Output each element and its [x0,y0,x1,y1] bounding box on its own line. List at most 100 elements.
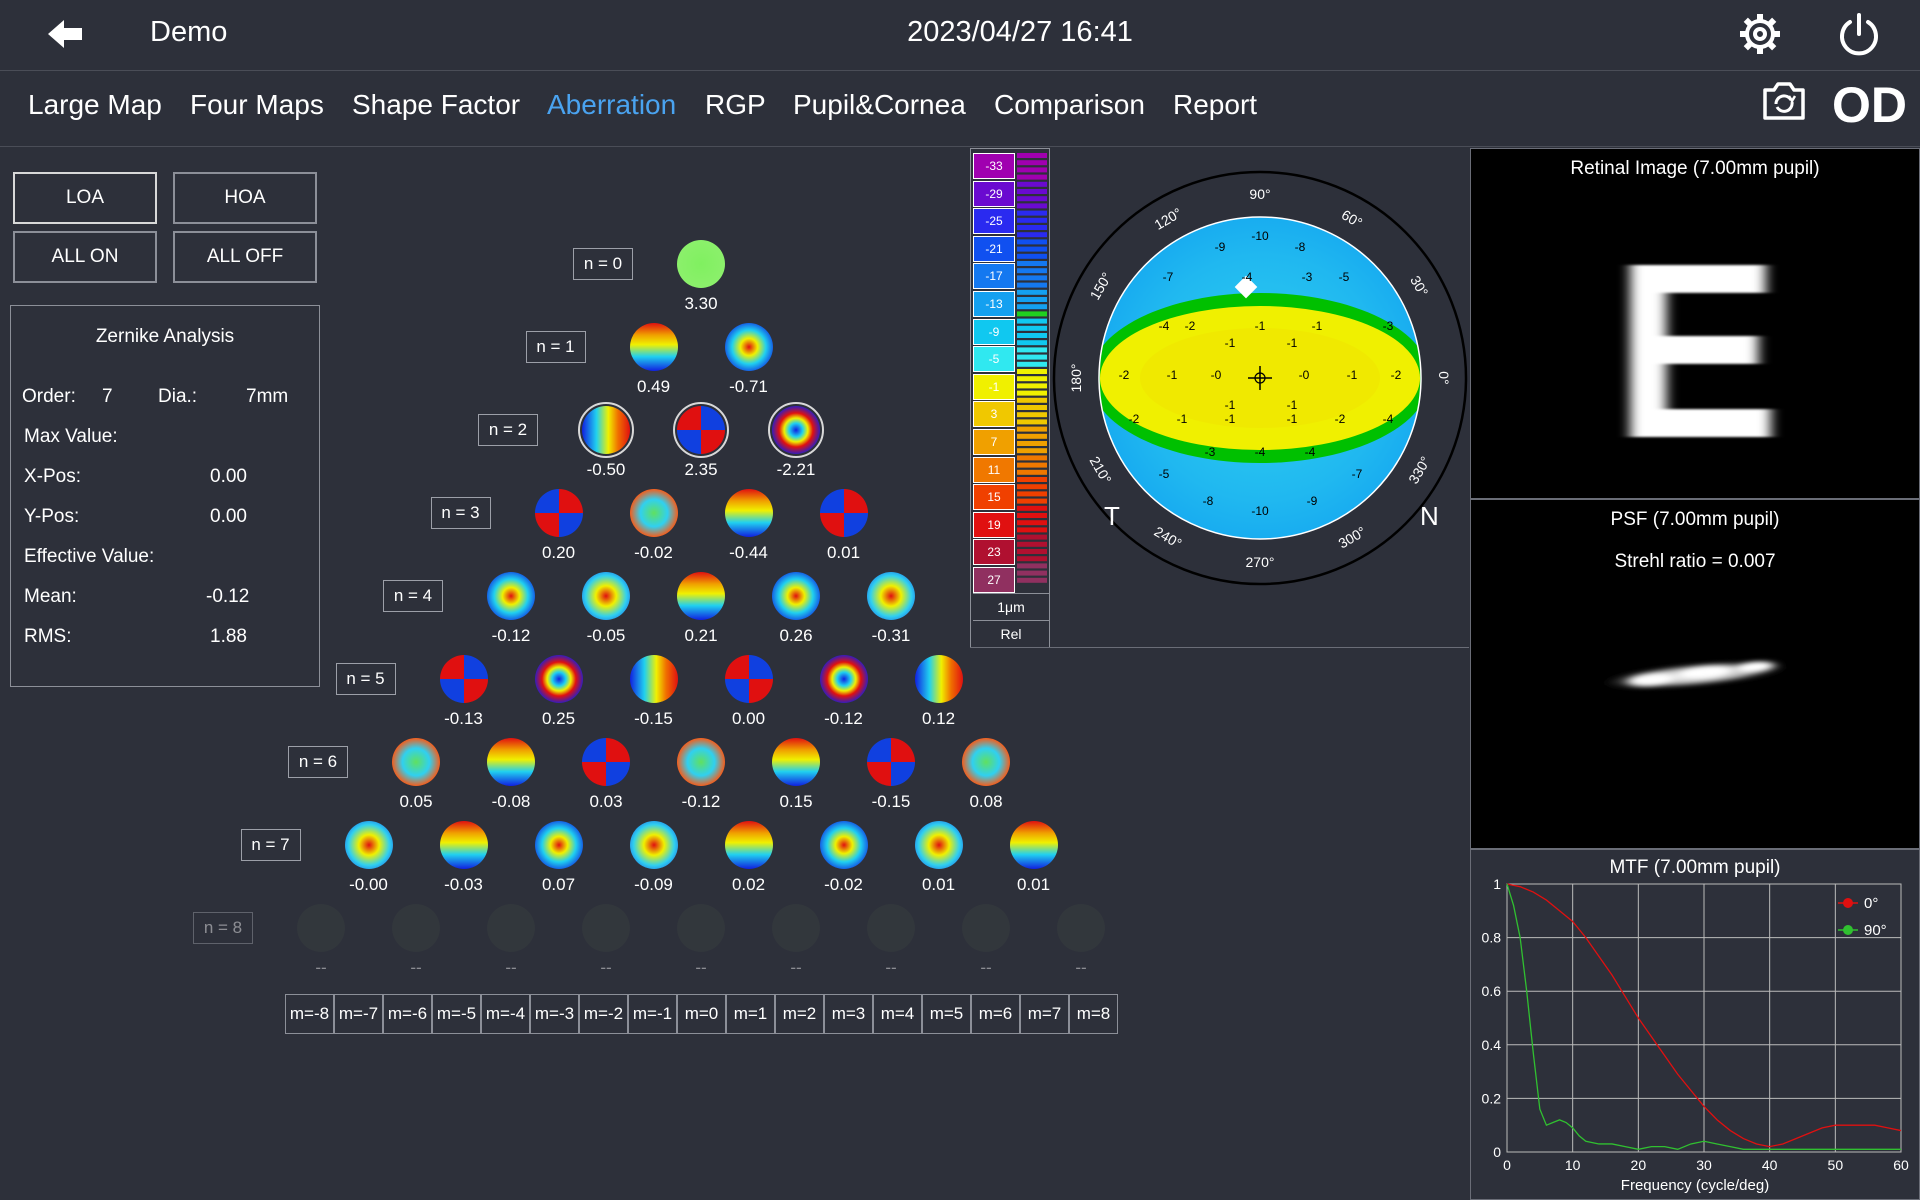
tab-large-map[interactable]: Large Map [28,89,162,120]
order-label-n0[interactable]: n = 0 [573,248,633,280]
zernike-term-n8-1[interactable] [392,904,440,952]
m-label[interactable]: m=4 [873,994,922,1034]
zernike-term-n8-7[interactable] [962,904,1010,952]
zernike-term-n4-2[interactable] [677,572,725,620]
zernike-term-n8-3[interactable] [582,904,630,952]
scale-bar [1017,376,1047,382]
zernike-term-n3-0[interactable] [534,489,583,537]
all-off-button[interactable]: ALL OFF [173,231,317,283]
tab-comparison[interactable]: Comparison [994,89,1145,120]
m-label[interactable]: m=0 [677,994,726,1034]
zernike-term-n3-3[interactable] [819,489,868,537]
zernike-term-n5-3[interactable] [724,655,773,703]
zernike-term-n8-0[interactable] [297,904,345,952]
map-grid-value: -5 [1159,467,1170,481]
zernike-term-n5-2[interactable] [629,655,678,703]
tab-report[interactable]: Report [1173,89,1258,120]
zernike-term-n2-0[interactable] [578,402,634,458]
loa-button[interactable]: LOA [13,172,157,224]
m-label[interactable]: m=8 [1069,994,1118,1034]
zernike-term-n7-7[interactable] [1009,821,1058,869]
order-label-n7[interactable]: n = 7 [240,829,301,861]
order-label-n2[interactable]: n = 2 [478,414,538,446]
zernike-term-n2-2[interactable] [768,402,824,458]
zernike-term-n8-2[interactable] [487,904,535,952]
m-label[interactable]: m=-6 [383,994,432,1034]
m-label[interactable]: m=2 [775,994,824,1034]
zernike-term-n6-4[interactable] [772,738,820,786]
zernike-term-n6-0[interactable] [392,738,440,786]
m-label[interactable]: m=7 [1020,994,1069,1034]
tab-rgp[interactable]: RGP [705,89,766,120]
scale-mode-button[interactable]: Rel [973,620,1049,647]
scale-bar [1017,527,1047,533]
scale-bar [1017,289,1047,295]
zernike-term-n6-5[interactable] [867,738,915,786]
zernike-term-n0-0[interactable] [677,240,725,288]
zernike-term-n7-6[interactable] [914,821,963,869]
scale-bar [1017,541,1047,547]
m-label[interactable]: m=-3 [530,994,579,1034]
zernike-term-n8-8[interactable] [1057,904,1105,952]
all-on-button[interactable]: ALL ON [13,231,157,283]
power-icon[interactable] [1836,12,1882,58]
tab-pupil-cornea[interactable]: Pupil&Cornea [793,89,966,120]
scale-step-button[interactable]: 1μm [973,593,1049,620]
zernike-term-n7-1[interactable] [439,821,488,869]
m-label[interactable]: m=-7 [334,994,383,1034]
m-label[interactable]: m=-4 [481,994,530,1034]
zernike-term-n3-1[interactable] [629,489,678,537]
zernike-term-n4-0[interactable] [487,572,535,620]
order-label-n6[interactable]: n = 6 [288,746,348,778]
camera-icon[interactable] [1762,80,1806,122]
zernike-term-n4-1[interactable] [582,572,630,620]
zernike-term-n8-5[interactable] [772,904,820,952]
m-label[interactable]: m=-5 [432,994,481,1034]
map-grid-value: -1 [1225,336,1236,350]
zernike-term-n7-5[interactable] [819,821,868,869]
m-label[interactable]: m=5 [922,994,971,1034]
zernike-term-n8-6[interactable] [867,904,915,952]
zernike-term-n2-1[interactable] [673,402,729,458]
zernike-term-n1-0[interactable] [629,323,678,371]
zernike-term-n7-3[interactable] [629,821,678,869]
back-arrow-icon[interactable] [44,14,88,54]
zernike-term-n5-1[interactable] [534,655,583,703]
order-label-n8[interactable]: n = 8 [193,912,253,944]
m-label[interactable]: m=-8 [285,994,334,1034]
m-label[interactable]: m=6 [971,994,1020,1034]
order-label-n4[interactable]: n = 4 [383,580,443,612]
hoa-button[interactable]: HOA [173,172,317,224]
zernike-term-n1-1[interactable] [724,323,773,371]
order-label-n5[interactable]: n = 5 [335,663,396,695]
tab-aberration[interactable]: Aberration [547,89,677,120]
zernike-term-n6-1[interactable] [487,738,535,786]
tab-shape-factor[interactable]: Shape Factor [352,89,521,120]
scale-bar [1017,232,1047,238]
order-label-n1[interactable]: n = 1 [525,331,586,363]
gear-icon[interactable] [1738,12,1782,56]
zernike-term-n7-4[interactable] [724,821,773,869]
zernike-term-n6-2[interactable] [582,738,630,786]
zernike-term-n5-0[interactable] [439,655,488,703]
zernike-term-n7-0[interactable] [344,821,393,869]
zernike-term-n7-2[interactable] [534,821,583,869]
order-label-n3[interactable]: n = 3 [430,497,491,529]
scale-bar [1017,261,1047,266]
tab-four-maps[interactable]: Four Maps [190,89,324,120]
zernike-term-n6-3[interactable] [677,738,725,786]
m-label[interactable]: m=-1 [628,994,677,1034]
m-label[interactable]: m=-2 [579,994,628,1034]
zernike-term-n4-3[interactable] [772,572,820,620]
m-label[interactable]: m=3 [824,994,873,1034]
zernike-term-n6-6[interactable] [962,738,1010,786]
zernike-term-n5-4[interactable] [819,655,868,703]
mtf-y-tick: 0.6 [1482,983,1502,999]
zernike-term-n4-4[interactable] [867,572,915,620]
m-label[interactable]: m=1 [726,994,775,1034]
zernike-term-n8-4[interactable] [677,904,725,952]
map-grid-value: -3 [1302,270,1313,284]
zernike-term-n3-2[interactable] [724,489,773,537]
aberration-map[interactable]: 90° 60° 30° 0° 330° 300° 270° 240° 210° 180° 150° 1… [1052,148,1468,648]
zernike-term-n5-5[interactable] [914,655,963,703]
